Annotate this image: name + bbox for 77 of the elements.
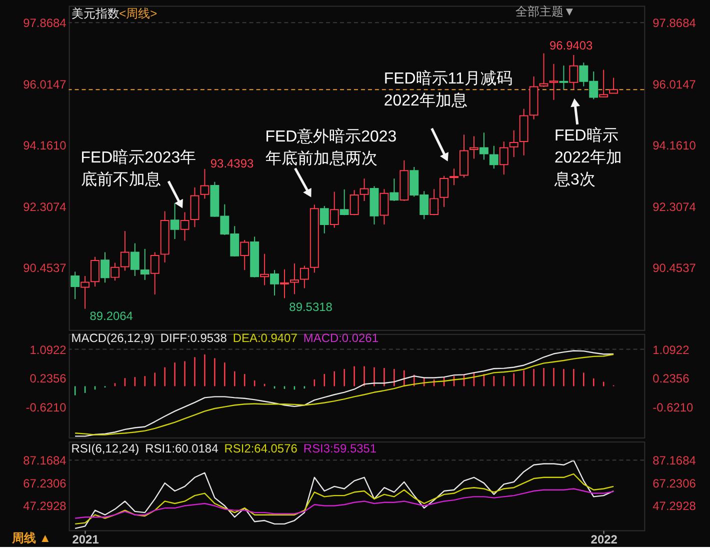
candlestick: [609, 77, 618, 94]
y2-tick-label: 1.0922: [652, 342, 690, 357]
text: DIFF:0.9538: [160, 330, 228, 345]
candlestick: [430, 188, 439, 216]
y2-tick-label: 97.8684: [652, 16, 696, 30]
series-label: RSI1:60.0184: [145, 441, 219, 456]
candlestick: [549, 63, 558, 100]
line-series: [74, 460, 614, 530]
y2-tick-label: 67.2306: [652, 476, 696, 490]
candlestick: [180, 212, 190, 242]
y-tick-label: 87.1684: [23, 454, 67, 468]
candlestick: [110, 262, 120, 282]
candlestick: [200, 168, 210, 200]
candlestick: [440, 175, 449, 208]
chart-subtitle: <周线>: [119, 6, 158, 21]
candlestick: [240, 239, 250, 271]
y-tick-label: 97.8684: [23, 16, 67, 30]
chart-title: MACD(26,12,9): [71, 330, 154, 345]
x-tick-label: 2022: [590, 532, 618, 547]
y2-tick-label: 47.2928: [652, 498, 696, 513]
annotation: 全部主题▼: [516, 4, 576, 19]
y2-tick-label: 92.3074: [652, 200, 696, 214]
candlestick: [509, 130, 518, 158]
candlestick: [170, 202, 180, 240]
candlestick: [150, 252, 160, 295]
candlestick: [270, 270, 280, 296]
x-tick-label: 2021: [72, 532, 100, 547]
y-tick-label: 92.3074: [23, 200, 67, 214]
y-tick-label: 96.0147: [23, 77, 67, 92]
candlestick: [80, 275, 90, 310]
candlestick: [450, 168, 459, 186]
line-series: [74, 488, 614, 519]
annotation: FED暗示11月减码2022年加息: [384, 70, 512, 110]
candlestick: [90, 256, 100, 288]
chart-title: RSI(6,12,24): [71, 441, 140, 456]
annotation: 89.5318: [289, 300, 333, 314]
y-tick-label: 67.2306: [23, 476, 67, 490]
annotation: FED意外暗示2023年底前加息两次: [265, 127, 397, 168]
series-label: MACD:0.0261: [303, 330, 379, 345]
y2-tick-label: 96.0147: [652, 77, 696, 92]
annotation: 93.4393: [210, 156, 254, 170]
annotation: FED暗示2023年底前不加息: [80, 148, 196, 188]
y2-tick-label: -0.6210: [652, 400, 694, 415]
y2-tick-label: 87.1684: [652, 454, 696, 468]
line-series: [74, 473, 614, 525]
y-tick-label: 90.4537: [23, 261, 67, 276]
candlestick: [390, 178, 399, 202]
chart-title: 美元指数: [71, 6, 120, 21]
candlestick: [330, 191, 339, 228]
candlestick: [499, 141, 508, 176]
candlestick: [190, 186, 200, 228]
annotation: FED暗示2022年加息3次: [553, 126, 622, 188]
y-tick-label: 0.2356: [30, 372, 67, 386]
candlestick: [100, 252, 110, 284]
candlestick: [120, 230, 130, 272]
y-tick-label: 47.2928: [23, 498, 67, 513]
y2-tick-label: 0.2356: [652, 372, 690, 386]
candlestick: [599, 69, 608, 98]
candlestick: [469, 136, 478, 160]
candlestick: [320, 205, 329, 234]
candlestick: [260, 253, 270, 286]
y-tick-label: 1.0922: [30, 342, 67, 357]
text: DEA:0.9407: [232, 330, 298, 345]
text: RSI2:64.0576: [224, 441, 298, 456]
y2-tick-label: 90.4537: [652, 261, 696, 276]
text: RSI3:59.5351: [303, 441, 377, 456]
y2-tick-label: 94.1610: [652, 138, 696, 153]
annotation: 96.9403: [549, 38, 594, 53]
candlestick: [340, 188, 349, 216]
candlestick: [559, 65, 568, 90]
annotation: 89.2064: [90, 308, 134, 323]
y-tick-label: 94.1610: [23, 138, 67, 153]
text: 周线 ▲: [10, 531, 52, 546]
candlestick: [70, 271, 80, 300]
y-tick-label: -0.6210: [26, 400, 67, 415]
candlestick: [380, 188, 389, 225]
candlestick: [569, 54, 578, 90]
